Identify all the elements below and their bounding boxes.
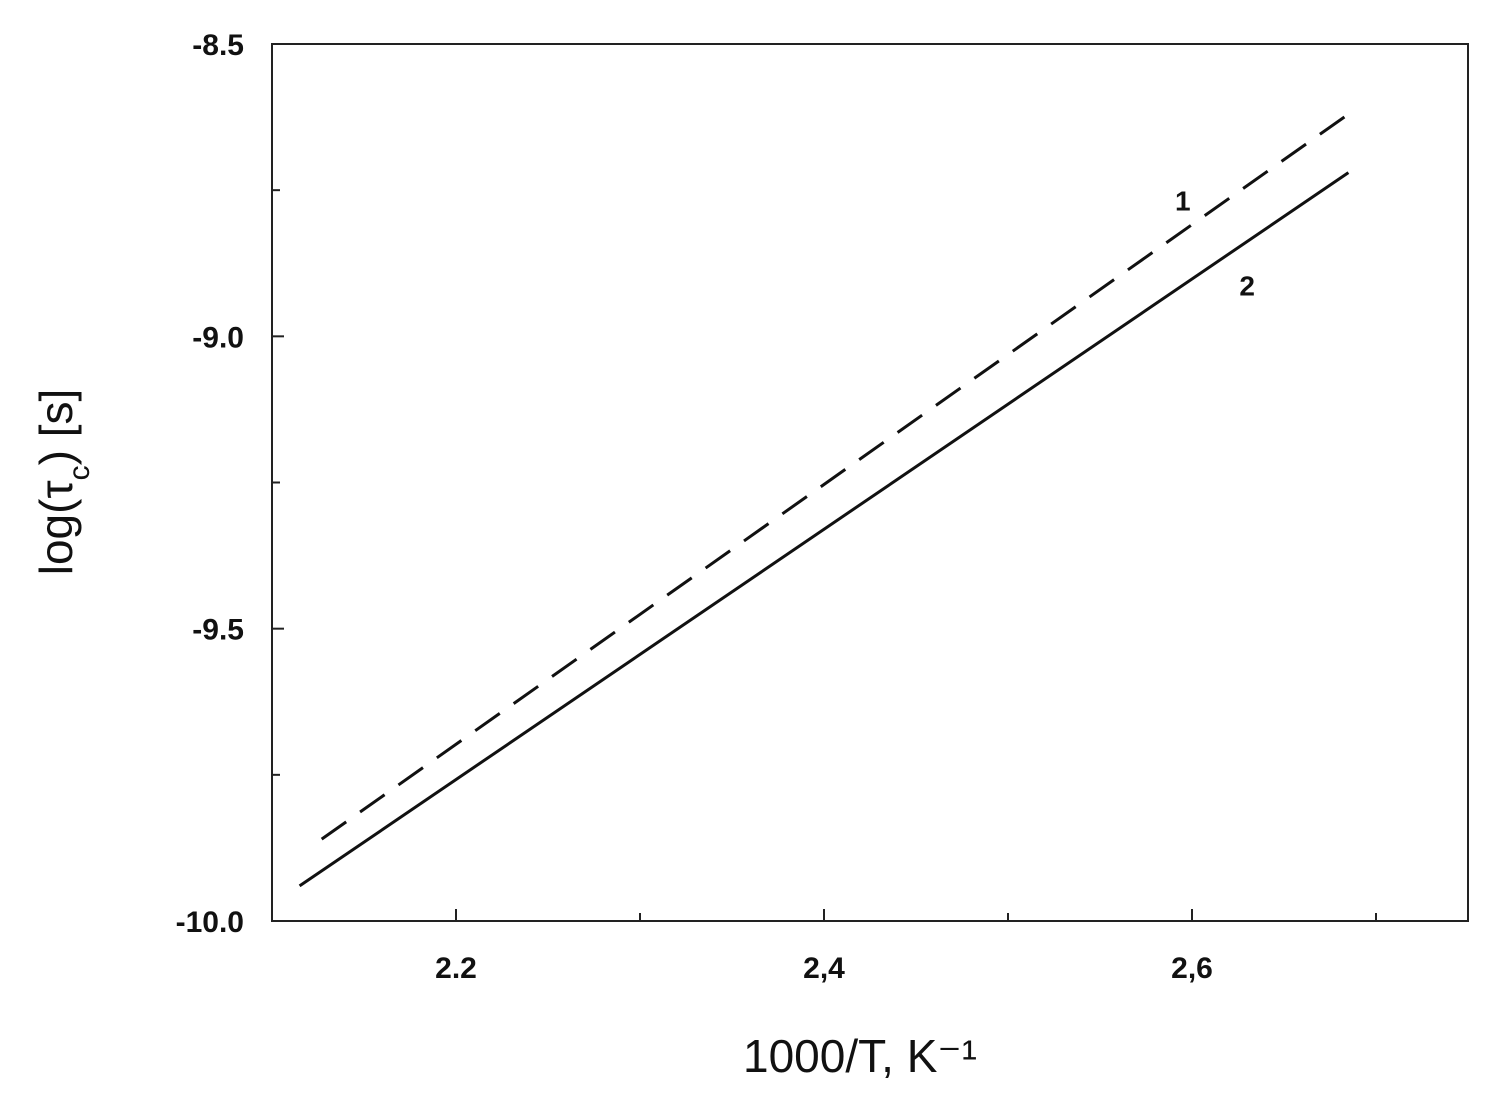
y-tick-label-0: -8.5 bbox=[192, 29, 244, 62]
series-line-1 bbox=[320, 112, 1350, 841]
x-axis-title: 1000/T, K⁻¹ bbox=[743, 1030, 977, 1082]
y-axis-title-tail: ) [s] bbox=[30, 389, 82, 466]
plot-frame bbox=[271, 43, 1469, 922]
y-axis-title: log(τc) [s] bbox=[30, 389, 96, 576]
y-axis-title-subscript: c bbox=[63, 465, 96, 480]
x-tick-label-1: 2,4 bbox=[803, 952, 845, 985]
series-line-2 bbox=[298, 171, 1350, 888]
x-tick-label-0: 2.2 bbox=[435, 952, 477, 985]
series-label-1: 1 bbox=[1175, 186, 1191, 217]
y-axis-title-main: log(τ bbox=[30, 480, 82, 575]
y-tick-label-1: -9.0 bbox=[192, 321, 244, 354]
series-label-2: 2 bbox=[1239, 270, 1255, 301]
x-tick-label-2: 2,6 bbox=[1171, 952, 1213, 985]
y-tick-label-2: -9.5 bbox=[192, 614, 244, 647]
y-tick-label-3: -10.0 bbox=[176, 906, 244, 939]
